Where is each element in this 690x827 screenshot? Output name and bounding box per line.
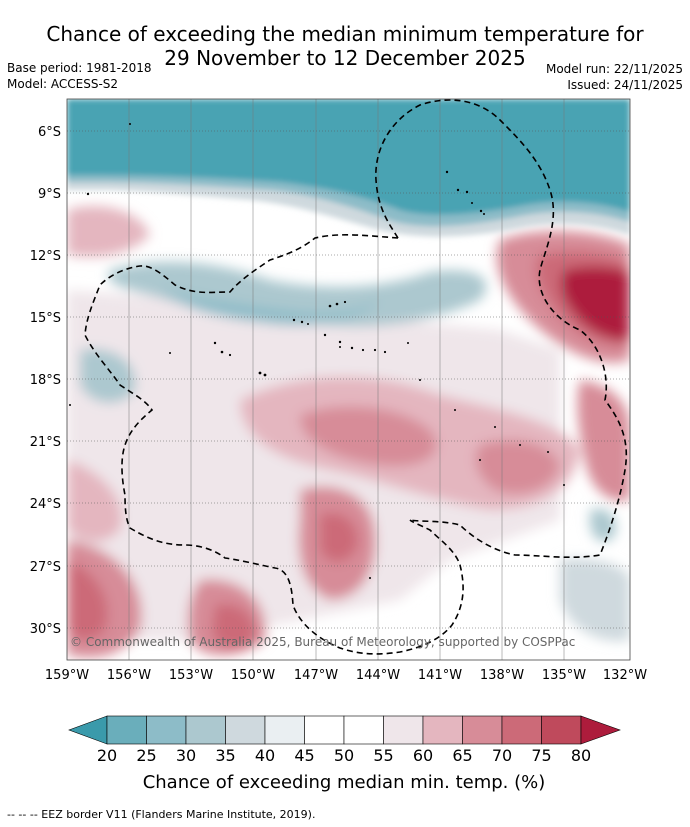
lat-label: 9°S (38, 187, 61, 202)
issued-date: Issued: 24/11/2025 (567, 78, 683, 92)
colorbar-cell (501, 715, 542, 745)
eez-border-east (375, 99, 628, 559)
field-75-ssw (212, 604, 256, 649)
title-line-2: 29 November to 12 December 2025 (164, 46, 526, 70)
lat-axis: 6°S 9°S 12°S 15°S 18°S 21°S 24°S 27°S 30… (30, 125, 61, 637)
colorbar-cell (106, 715, 147, 745)
field-35 (108, 261, 487, 327)
islands (69, 123, 565, 579)
colorbar-tick: 55 (373, 746, 393, 765)
field-70-east (475, 440, 560, 494)
lat-label: 6°S (38, 125, 61, 140)
lon-label: 132°W (603, 668, 647, 683)
meta-left: Base period: 1981-2018 Model: ACCESS-S2 (7, 60, 152, 92)
colorbar-tick: 35 (215, 746, 235, 765)
title-line-1: Chance of exceeding the median minimum t… (46, 22, 644, 46)
base-period: Base period: 1981-2018 (7, 61, 152, 75)
field-75-sw (67, 560, 108, 640)
colorbar-tick: 80 (571, 746, 591, 765)
colorbar-under-arrow (68, 715, 108, 745)
colorbar-tick: 40 (255, 746, 275, 765)
colorbar-ticks: 20 25 30 35 40 45 50 55 60 65 70 75 80 (97, 746, 591, 765)
colorbar-cell (541, 715, 582, 745)
field-65-w (67, 460, 122, 542)
field-40-se (560, 558, 630, 641)
colorbar-tick: 70 (492, 746, 512, 765)
colorbar: 20 25 30 35 40 45 50 55 60 65 70 75 80 C… (68, 715, 621, 793)
lat-label: 15°S (30, 311, 61, 326)
lon-label: 141°W (418, 668, 462, 683)
colorbar-tick: 50 (334, 746, 354, 765)
lon-label: 153°W (169, 668, 213, 683)
field-35-west (80, 349, 136, 403)
colorbar-tick: 25 (136, 746, 156, 765)
lat-label: 27°S (30, 560, 61, 575)
colorbar-cell (146, 715, 187, 745)
field-75-south (320, 513, 359, 562)
colorbar-title: Chance of exceeding median min. temp. (%… (143, 772, 546, 793)
lon-label: 147°W (294, 668, 338, 683)
model-name: Model: ACCESS-S2 (7, 77, 119, 91)
lon-label: 138°W (480, 668, 524, 683)
lon-label: 159°W (45, 668, 89, 683)
colorbar-cell (383, 715, 424, 745)
colorbar-tick: 45 (294, 746, 314, 765)
colorbar-over-arrow (580, 715, 621, 745)
colorbar-cell (225, 715, 266, 745)
lon-label: 150°W (231, 668, 275, 683)
colorbar-cell (185, 715, 226, 745)
eez-border-west (84, 234, 464, 655)
model-run: Model run: 22/11/2025 (545, 62, 683, 76)
colorbar-cell (462, 715, 503, 745)
colorbar-tick: 30 (176, 746, 196, 765)
colorbar-tick: 65 (452, 746, 472, 765)
field-30 (160, 290, 380, 326)
field-35-se (590, 508, 616, 542)
field-20-north (67, 99, 630, 215)
eez-legend-note: -- -- -- EEZ border V11 (Flanders Marine… (7, 808, 316, 821)
lon-gridlines (128, 99, 565, 660)
colorbar-cell (264, 715, 305, 745)
field-70-central (300, 406, 437, 466)
colorbar-cell (343, 715, 384, 745)
lon-label: 135°W (542, 668, 586, 683)
eez-border (84, 99, 628, 655)
lon-label: 156°W (107, 668, 151, 683)
lat-label: 24°S (30, 497, 61, 512)
colorbar-cells (68, 715, 621, 745)
lon-axis: 159°W 156°W 153°W 150°W 147°W 144°W 141°… (45, 668, 647, 683)
lat-label: 30°S (30, 622, 61, 637)
lat-label: 12°S (30, 249, 61, 264)
teal-region (67, 99, 630, 237)
map-title: Chance of exceeding the median minimum t… (0, 22, 690, 70)
map-frame (66, 98, 631, 661)
probability-field (67, 206, 630, 658)
colorbar-tick: 20 (97, 746, 117, 765)
lat-label: 18°S (30, 373, 61, 388)
colorbar-cell (422, 715, 463, 745)
lat-gridlines (67, 130, 630, 629)
copyright-text: © Commonwealth of Australia 2025, Bureau… (70, 635, 575, 649)
colorbar-cell (304, 715, 345, 745)
colorbar-tick: 60 (413, 746, 433, 765)
meta-right: Model run: 22/11/2025 Issued: 24/11/2025 (546, 61, 683, 93)
colorbar-tick: 75 (531, 746, 551, 765)
lon-label: 144°W (356, 668, 400, 683)
field-70-e (577, 380, 630, 501)
map-panel: © Commonwealth of Australia 2025, Bureau… (67, 99, 630, 660)
field-80-ne (560, 266, 630, 341)
lat-label: 21°S (30, 435, 61, 450)
